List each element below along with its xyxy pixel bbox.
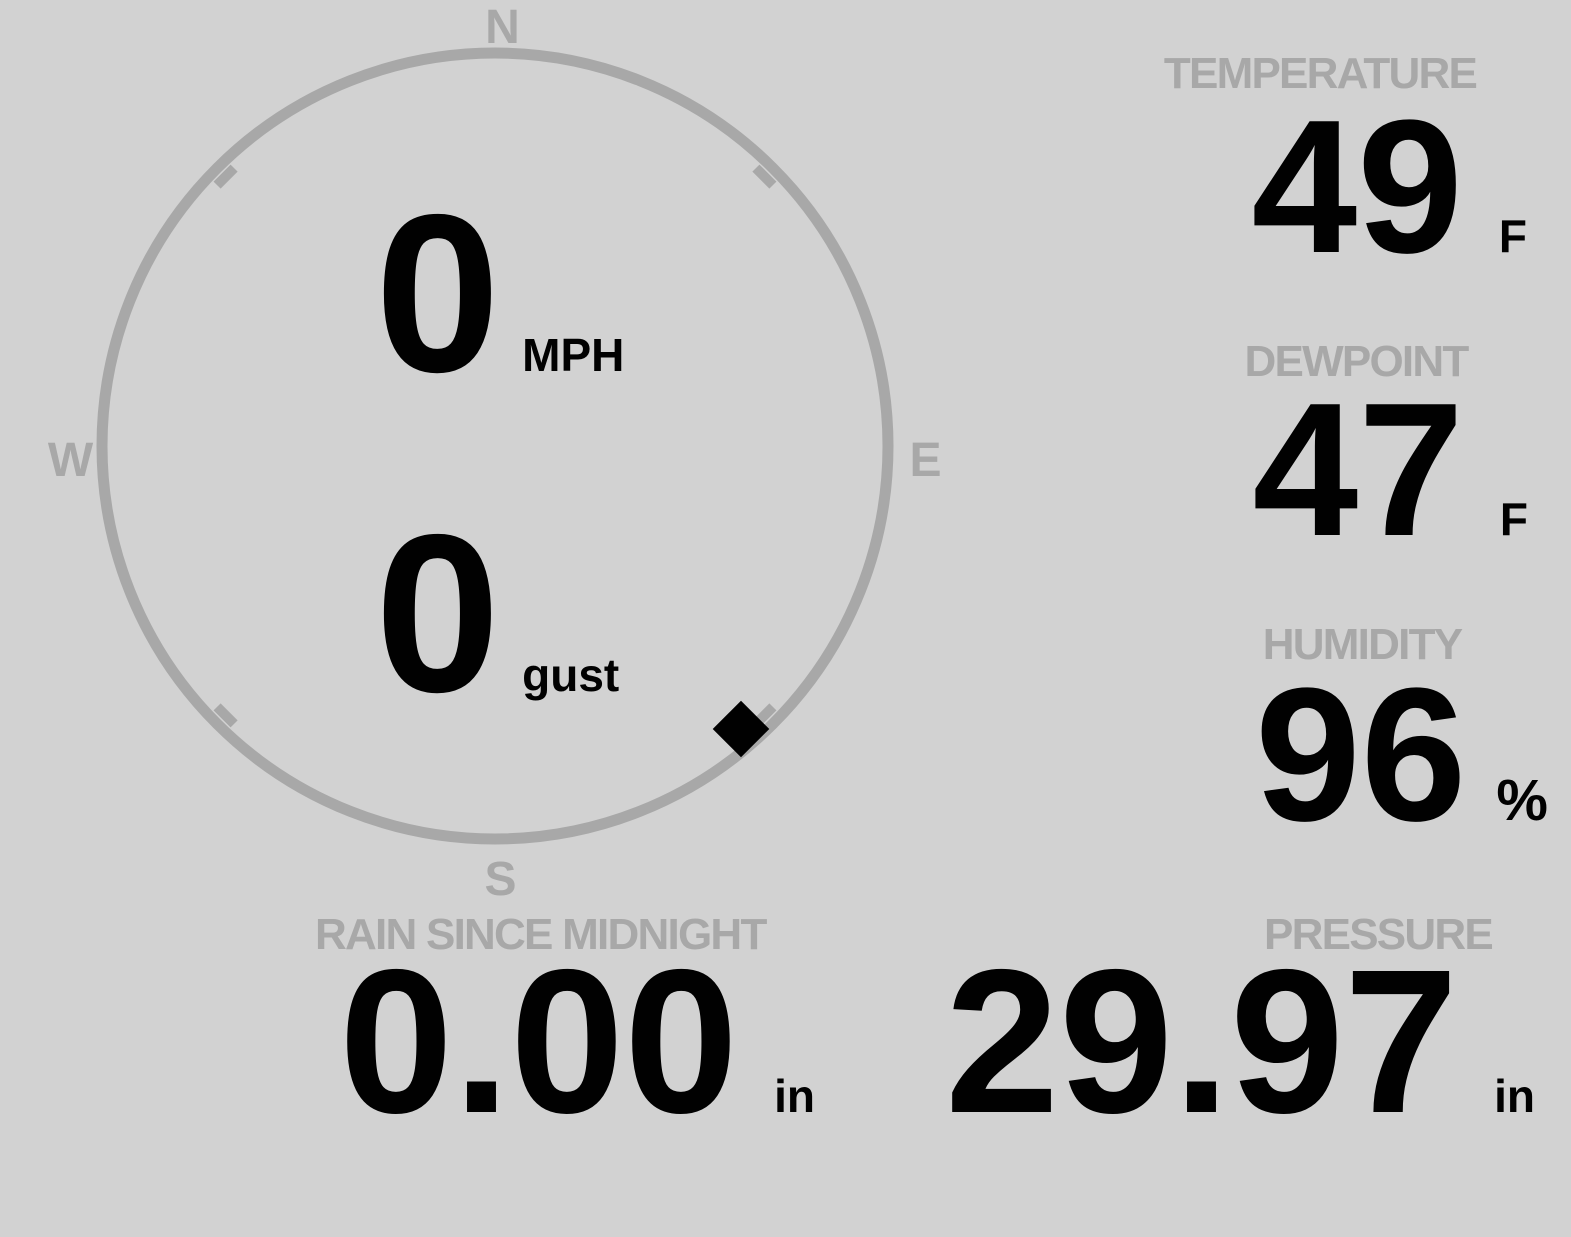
pressure-unit: in	[1494, 1070, 1535, 1122]
compass-circle	[96, 47, 894, 845]
humidity-value: 96	[1255, 649, 1467, 861]
wind-speed-unit: MPH	[522, 329, 625, 381]
temperature-value: 49	[1251, 81, 1463, 293]
temperature-unit: F	[1498, 210, 1527, 262]
rain-value-row: 0.00 in	[339, 939, 815, 1144]
dewpoint-value-row: 47 F	[1253, 375, 1528, 565]
wind-compass-ring	[96, 47, 894, 845]
humidity-label: HUMIDITY	[1262, 620, 1463, 669]
wind-gust-value: 0	[375, 487, 501, 739]
compass-tick-ne	[752, 164, 777, 189]
dewpoint-value: 47	[1252, 364, 1464, 576]
rain-unit: in	[774, 1070, 815, 1122]
temperature-value-row: 49 F	[1252, 92, 1527, 282]
compass-label-north: N	[485, 1, 520, 54]
humidity-value-row: 96 %	[1255, 660, 1548, 850]
compass-label-east: E	[909, 434, 941, 487]
compass-tick-nw	[213, 164, 238, 189]
compass-tick-sw	[213, 703, 238, 728]
rain-value: 0.00	[339, 927, 739, 1156]
compass-label-south: S	[484, 853, 516, 906]
wind-gust: 0 gust	[375, 501, 619, 726]
humidity-unit: %	[1496, 768, 1548, 833]
dewpoint-unit: F	[1499, 493, 1528, 545]
dewpoint-label: DEWPOINT	[1244, 337, 1469, 386]
rain-label: RAIN SINCE MIDNIGHT	[315, 910, 767, 959]
pressure-label: PRESSURE	[1264, 910, 1494, 959]
wind-speed: 0 MPH	[375, 181, 624, 406]
wind-speed-value: 0	[375, 167, 501, 419]
compass-label-west: W	[47, 434, 93, 487]
wind-gust-unit: gust	[522, 649, 620, 701]
pressure-value-row: 29.97 in	[945, 939, 1535, 1144]
pressure-value: 29.97	[945, 927, 1459, 1156]
temperature-label: TEMPERATURE	[1163, 49, 1478, 98]
